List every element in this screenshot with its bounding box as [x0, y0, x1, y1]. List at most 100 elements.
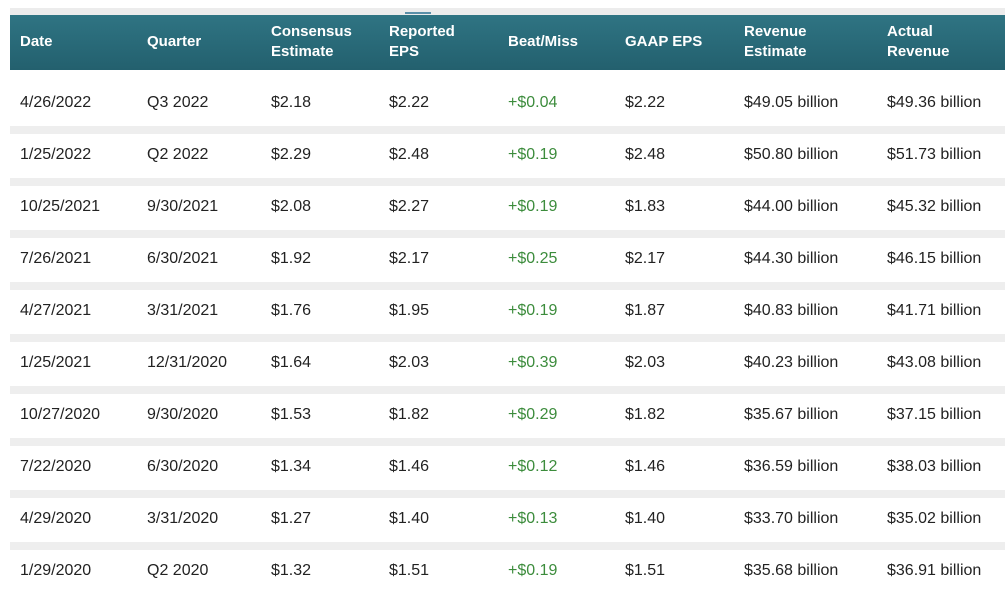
- cell: 6/30/2021: [147, 250, 219, 267]
- beat-miss: +$0.19: [508, 562, 558, 579]
- cell: $1.64: [271, 354, 312, 371]
- cell: $46.15 billion: [887, 250, 982, 267]
- beat-miss: +$0.29: [508, 406, 558, 423]
- row-separator: [10, 386, 1005, 394]
- row-separator: [10, 490, 1005, 498]
- cell: $49.05 billion: [744, 94, 839, 111]
- column-header: Consensus Estimate: [271, 23, 352, 60]
- cell: $38.03 billion: [887, 458, 982, 475]
- cell: $40.83 billion: [744, 302, 839, 319]
- beat-miss: +$0.19: [508, 146, 558, 163]
- cell: $1.83: [625, 198, 666, 215]
- cell: $44.30 billion: [744, 250, 839, 267]
- beat-miss: +$0.25: [508, 250, 558, 267]
- column-header: GAAP EPS: [625, 33, 703, 50]
- row-separator: [10, 438, 1005, 446]
- beat-miss: +$0.19: [508, 302, 558, 319]
- cell: Q2 2022: [147, 146, 209, 163]
- cell: $1.46: [625, 458, 666, 475]
- cell: $1.76: [271, 302, 312, 319]
- cell: $2.18: [271, 94, 312, 111]
- cell: $40.23 billion: [744, 354, 839, 371]
- cell: $35.67 billion: [744, 406, 839, 423]
- cell: $1.95: [389, 302, 430, 319]
- cell: $1.82: [389, 406, 430, 423]
- cell: $44.00 billion: [744, 198, 839, 215]
- cell: $1.40: [625, 510, 666, 527]
- cell: 10/27/2020: [20, 406, 101, 423]
- cell: $51.73 billion: [887, 146, 982, 163]
- row-separator: [10, 282, 1005, 290]
- cell: $2.17: [625, 250, 666, 267]
- cell: 1/25/2022: [20, 146, 92, 163]
- cell: $1.27: [271, 510, 312, 527]
- cell: $2.29: [271, 146, 312, 163]
- cell: 7/26/2021: [20, 250, 92, 267]
- cell: $36.59 billion: [744, 458, 839, 475]
- cell: 4/27/2021: [20, 302, 92, 319]
- tab-indicator: [405, 12, 431, 14]
- cell: 10/25/2021: [20, 198, 101, 215]
- column-header: Revenue Estimate: [744, 23, 807, 60]
- cell: $1.87: [625, 302, 666, 319]
- cell: $49.36 billion: [887, 94, 982, 111]
- cell: $36.91 billion: [887, 562, 982, 579]
- cell: $2.08: [271, 198, 312, 215]
- cell: 6/30/2020: [147, 458, 219, 475]
- cell: $41.71 billion: [887, 302, 982, 319]
- cell: $1.40: [389, 510, 430, 527]
- cell: 4/26/2022: [20, 94, 92, 111]
- cell: $1.51: [625, 562, 666, 579]
- cell: $2.22: [625, 94, 666, 111]
- cell: $35.68 billion: [744, 562, 839, 579]
- cell: Q2 2020: [147, 562, 209, 579]
- column-header: Quarter: [147, 33, 202, 50]
- cell: $33.70 billion: [744, 510, 839, 527]
- cell: $2.22: [389, 94, 430, 111]
- cell: $2.03: [389, 354, 430, 371]
- beat-miss: +$0.13: [508, 510, 558, 527]
- cell: 3/31/2020: [147, 510, 219, 527]
- beat-miss: +$0.12: [508, 458, 558, 475]
- column-header: Actual Revenue: [887, 23, 950, 60]
- cell: $35.02 billion: [887, 510, 982, 527]
- row-separator: [10, 178, 1005, 186]
- cell: $2.17: [389, 250, 430, 267]
- cell: $2.48: [625, 146, 666, 163]
- cell: $1.82: [625, 406, 666, 423]
- row-separator: [10, 126, 1005, 134]
- cell: 9/30/2020: [147, 406, 219, 423]
- column-header: Beat/Miss: [508, 33, 579, 50]
- cell: $2.48: [389, 146, 430, 163]
- column-header: Date: [20, 33, 53, 50]
- cell: $50.80 billion: [744, 146, 839, 163]
- cell: 12/31/2020: [147, 354, 228, 371]
- cell: 9/30/2021: [147, 198, 219, 215]
- cell: $1.53: [271, 406, 312, 423]
- cell: 3/31/2021: [147, 302, 219, 319]
- beat-miss: +$0.19: [508, 198, 558, 215]
- cell: $1.51: [389, 562, 430, 579]
- cell: $45.32 billion: [887, 198, 982, 215]
- cell: 1/29/2020: [20, 562, 92, 579]
- column-header: Reported EPS: [389, 23, 455, 60]
- cell: 7/22/2020: [20, 458, 92, 475]
- cell: 4/29/2020: [20, 510, 92, 527]
- row-separator: [10, 542, 1005, 550]
- cell: $37.15 billion: [887, 406, 982, 423]
- row-separator: [10, 230, 1005, 238]
- cell: $2.27: [389, 198, 430, 215]
- cell: $2.03: [625, 354, 666, 371]
- table-header: [10, 15, 1005, 70]
- cell: 1/25/2021: [20, 354, 92, 371]
- beat-miss: +$0.39: [508, 354, 558, 371]
- cell: $1.34: [271, 458, 312, 475]
- beat-miss: +$0.04: [508, 94, 558, 111]
- top-strip: [10, 8, 1005, 15]
- row-separator: [10, 334, 1005, 342]
- cell: $1.32: [271, 562, 312, 579]
- cell: Q3 2022: [147, 94, 209, 111]
- cell: $1.92: [271, 250, 312, 267]
- cell: $1.46: [389, 458, 430, 475]
